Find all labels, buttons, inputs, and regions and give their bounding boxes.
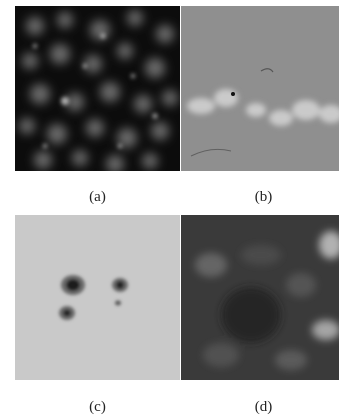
panel-d-graphic (181, 215, 339, 380)
caption-a: (a) (89, 189, 106, 205)
panel-a-image (15, 6, 180, 171)
panel-b-image (181, 6, 339, 171)
panel-d-image (181, 215, 339, 380)
panel-c-graphic (15, 215, 180, 380)
panel-a-graphic (15, 6, 180, 171)
panel-c-image (15, 215, 180, 380)
caption-d: (d) (254, 399, 273, 415)
caption-c: (c) (89, 399, 106, 415)
panel-b-graphic (181, 6, 339, 171)
caption-b: (b) (254, 189, 273, 205)
